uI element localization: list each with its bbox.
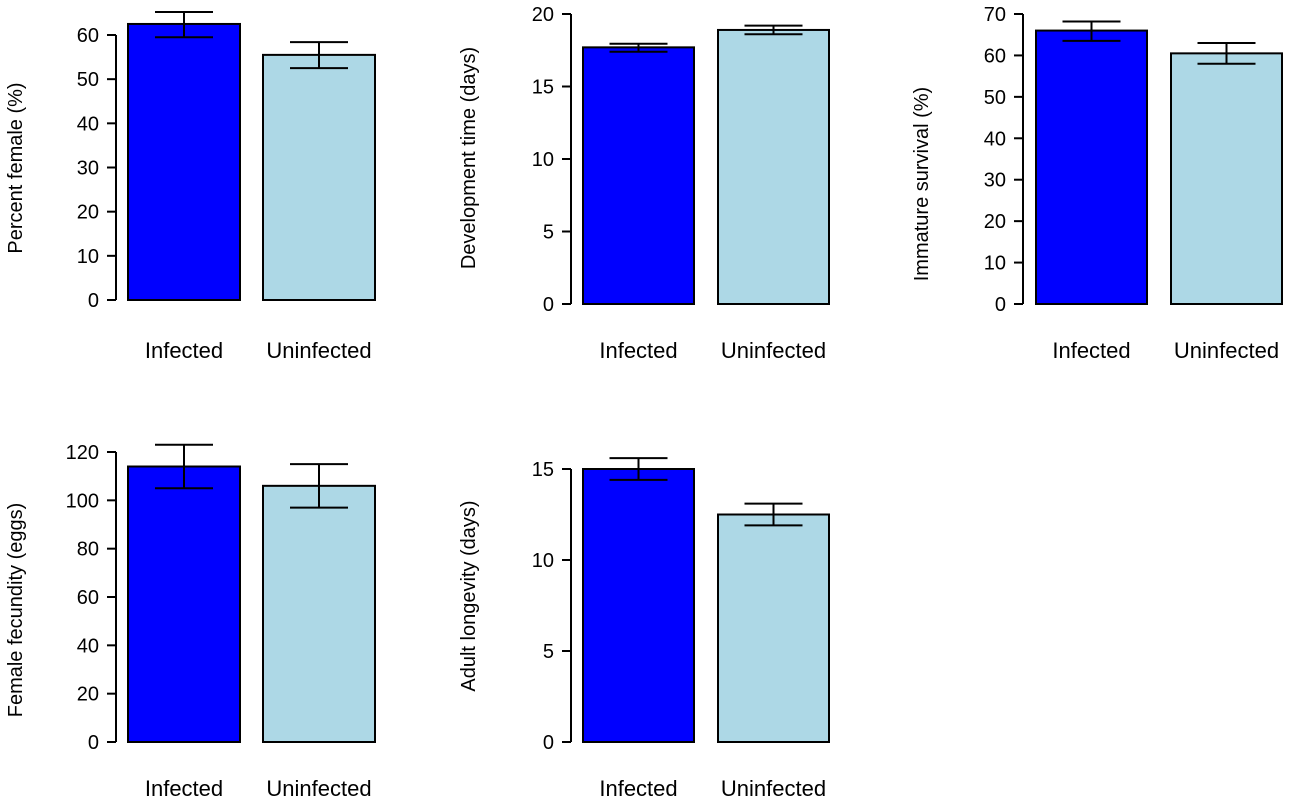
y-tick-label: 10 — [532, 149, 554, 171]
y-tick-label: 100 — [66, 490, 99, 512]
y-tick-label: 0 — [543, 294, 554, 316]
y-tick-label: 60 — [984, 45, 1006, 67]
y-axis-label: Percent female (%) — [5, 82, 27, 253]
y-tick-label: 20 — [77, 202, 99, 224]
y-tick-label: 10 — [984, 253, 1006, 275]
y-tick-label: 70 — [984, 4, 1006, 26]
category-label: Uninfected — [721, 776, 826, 800]
y-tick-label: 20 — [532, 4, 554, 26]
y-tick-label: 60 — [77, 587, 99, 609]
y-tick-label: 20 — [77, 684, 99, 706]
y-axis-label: Immature survival (%) — [911, 87, 933, 281]
bar-uninfected — [717, 513, 830, 743]
y-tick-label: 40 — [77, 635, 99, 657]
y-tick-label: 15 — [532, 77, 554, 99]
y-tick-label: 30 — [77, 158, 99, 180]
chart-panel-3: 0 10 20 30 40 50 60 70 Immature survival (%) Infe… — [911, 4, 1283, 363]
y-tick-label: 0 — [88, 290, 99, 312]
y-tick-label: 0 — [543, 732, 554, 754]
chart-panel-4: 0 20 40 60 80 100 120 Female fecundity (eggs) In… — [5, 442, 376, 800]
y-tick-label: 10 — [77, 246, 99, 268]
bar-infected — [127, 22, 241, 301]
bar-infected — [582, 46, 695, 305]
bar-infected — [582, 468, 695, 743]
y-tick-label: 30 — [984, 170, 1006, 192]
y-tick-label: 10 — [532, 550, 554, 572]
category-label: Infected — [145, 338, 223, 363]
y-tick-label: 0 — [88, 732, 99, 754]
y-tick-label: 5 — [543, 641, 554, 663]
y-axis-label: Female fecundity (eggs) — [5, 503, 27, 718]
y-tick-label: 0 — [995, 294, 1006, 316]
bar-uninfected — [717, 28, 830, 305]
category-label: Infected — [145, 776, 223, 800]
bar-uninfected — [262, 484, 376, 743]
category-label: Uninfected — [266, 338, 371, 363]
bar-uninfected — [262, 53, 376, 301]
bar-infected — [1035, 29, 1148, 305]
y-tick-label: 40 — [77, 113, 99, 135]
y-tick-label: 80 — [77, 539, 99, 561]
y-axis-label: Adult longevity (days) — [458, 500, 480, 691]
chart-panel-1: 0 10 20 30 40 50 60 Percent female (%) Infected U… — [5, 11, 376, 363]
y-tick-label: 15 — [532, 459, 554, 481]
category-label: Infected — [1052, 338, 1130, 363]
category-label: Infected — [599, 338, 677, 363]
y-tick-label: 5 — [543, 222, 554, 244]
y-tick-label: 40 — [984, 128, 1006, 150]
y-axis-label: Development time (days) — [458, 47, 480, 269]
y-tick-label: 60 — [77, 25, 99, 47]
y-tick-label: 50 — [77, 69, 99, 91]
chart-panel-2: 0 5 10 15 20 Development time (days) Infected U… — [458, 4, 830, 363]
chart-panel-5: 0 5 10 15 Adult longevity (days) Infected Unin… — [458, 457, 830, 800]
category-label: Uninfected — [721, 338, 826, 363]
bar-uninfected — [1170, 52, 1283, 305]
category-label: Uninfected — [1174, 338, 1279, 363]
y-tick-label: 20 — [984, 211, 1006, 233]
category-label: Uninfected — [266, 776, 371, 800]
bar-infected — [127, 465, 241, 743]
category-label: Infected — [599, 776, 677, 800]
y-tick-label: 120 — [66, 442, 99, 464]
y-tick-label: 50 — [984, 87, 1006, 109]
